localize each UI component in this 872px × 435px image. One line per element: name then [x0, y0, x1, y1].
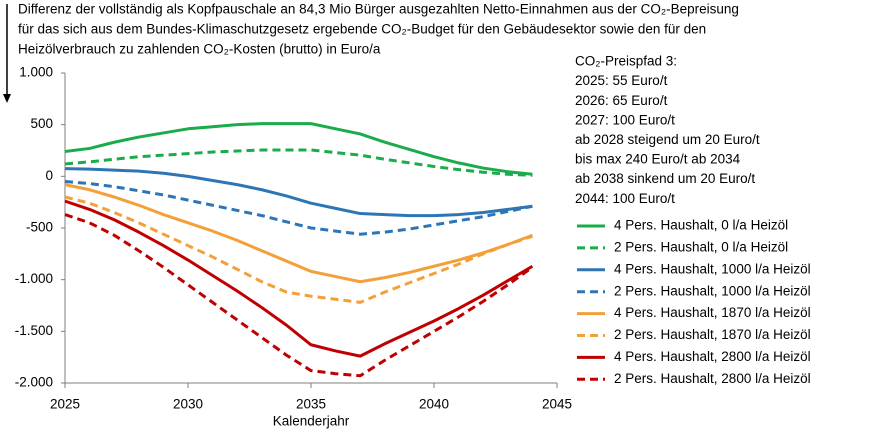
legend-label: 4 Pers. Haushalt, 0 l/a Heizöl	[614, 218, 788, 233]
legend-label: 2 Pers. Haushalt, 1000 l/a Heizöl	[614, 283, 811, 298]
x-tick-label: 2040	[419, 397, 449, 412]
y-tick-label: -1.500	[15, 323, 53, 338]
series-line	[64, 180, 533, 236]
y-tick-label: 500	[30, 116, 53, 131]
y-tick-label: -500	[26, 220, 53, 235]
annotation: 2025: 55 Euro/t	[575, 73, 668, 88]
legend-label: 4 Pers. Haushalt, 2800 l/a Heizöl	[614, 349, 811, 364]
legend-label: 4 Pers. Haushalt, 1870 l/a Heizöl	[614, 305, 811, 320]
x-tick-label: 2035	[296, 397, 326, 412]
annotation: 2044: 100 Euro/t	[575, 191, 675, 206]
legend-label: 2 Pers. Haushalt, 1870 l/a Heizöl	[614, 327, 811, 342]
annotation: bis max 240 Euro/t ab 2034	[575, 152, 741, 167]
y-tick-label: -2.000	[15, 375, 53, 390]
y-tick-label: -1.000	[15, 271, 53, 286]
series-line	[64, 183, 533, 284]
series-line	[64, 213, 534, 378]
series-line	[64, 195, 533, 304]
annotation: CO₂-Preispfad 3:	[575, 54, 677, 69]
annotation: ab 2038 sinkend um 20 Euro/t	[575, 171, 755, 186]
chart-title: Differenz der vollständig als Kopfpausch…	[18, 2, 739, 17]
series-line	[64, 148, 533, 177]
annotation: 2027: 100 Euro/t	[575, 112, 675, 127]
legend-label: 2 Pers. Haushalt, 2800 l/a Heizöl	[614, 371, 811, 386]
chart-title: Heizölverbrauch zu zahlenden CO₂-Kosten …	[18, 42, 381, 57]
series-line	[64, 199, 534, 358]
x-tick-label: 2030	[173, 397, 203, 412]
y-tick-label: 0	[45, 168, 53, 183]
series-line	[64, 167, 533, 218]
x-tick-label: 2045	[542, 397, 572, 412]
series-line	[64, 122, 533, 176]
legend-label: 2 Pers. Haushalt, 0 l/a Heizöl	[614, 239, 788, 254]
x-axis-title: Kalenderjahr	[273, 414, 350, 429]
arrow-head	[3, 94, 11, 103]
annotation: 2026: 65 Euro/t	[575, 93, 668, 108]
annotation: ab 2028 steigend um 20 Euro/t	[575, 132, 760, 147]
legend-label: 4 Pers. Haushalt, 1000 l/a Heizöl	[614, 261, 811, 276]
y-tick-label: 1.000	[19, 65, 53, 80]
x-tick-label: 2025	[50, 397, 80, 412]
chart-title: für das sich aus dem Bundes-Klimaschutzg…	[18, 22, 706, 37]
